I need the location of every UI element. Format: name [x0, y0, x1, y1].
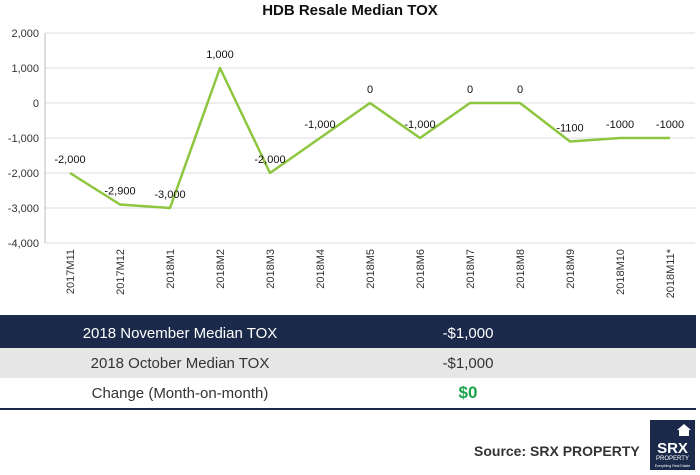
- data-label: 0: [517, 84, 523, 96]
- summary-label: Change (Month-on-month): [91, 384, 269, 402]
- house-icon: [677, 424, 691, 436]
- data-label: -1,000: [404, 119, 435, 131]
- y-tick-label: 1,000: [11, 63, 39, 75]
- x-tick-label: 2018M2: [215, 249, 227, 289]
- summary-row-october: 2018 October Median TOX -$1,000: [0, 348, 696, 378]
- data-label: 0: [367, 84, 373, 96]
- x-tick-label: 2018M1: [165, 249, 177, 289]
- logo-tagline: Everything Real Estate: [654, 464, 691, 468]
- data-label: -2,900: [104, 186, 135, 198]
- data-label: 1,000: [206, 49, 234, 61]
- x-tick-label: 2018M5: [365, 249, 377, 289]
- x-tick-label: 2018M7: [465, 249, 477, 289]
- summary-table: 2018 November Median TOX -$1,000 2018 Oc…: [0, 315, 696, 410]
- summary-row-november: 2018 November Median TOX -$1,000: [0, 315, 696, 348]
- y-tick-label: -1,000: [8, 133, 39, 145]
- chart-title: HDB Resale Median TOX: [262, 2, 438, 19]
- summary-change-value: $0: [458, 383, 478, 402]
- data-label: -1000: [606, 119, 634, 131]
- x-tick-label: 2018M11*: [665, 248, 677, 298]
- y-tick-label: 0: [33, 98, 39, 110]
- data-label: -1000: [656, 119, 684, 131]
- summary-row-change: Change (Month-on-month) $0: [0, 378, 696, 409]
- y-axis-ticks: 2,000 1,000 0 -1,000 -2,000 -3,000 -4,000: [8, 28, 39, 250]
- y-tick-label: -4,000: [8, 238, 39, 250]
- x-tick-label: 2018M4: [315, 249, 327, 289]
- y-tick-label: -3,000: [8, 203, 39, 215]
- x-tick-label: 2018M9: [565, 249, 577, 289]
- data-label: -3,000: [154, 189, 185, 201]
- logo-text: SRX: [657, 440, 688, 457]
- x-tick-label: 2018M8: [515, 249, 527, 289]
- data-label: -2,000: [254, 154, 285, 166]
- gridlines: [44, 32, 695, 244]
- x-tick-label: 2018M6: [415, 249, 427, 289]
- data-label: -2,000: [54, 154, 85, 166]
- source-credit: Source: SRX PROPERTY: [474, 443, 640, 459]
- summary-value: -$1,000: [442, 354, 494, 372]
- data-label: -1,000: [304, 119, 335, 131]
- y-tick-label: 2,000: [11, 28, 39, 40]
- chart: 2,000 1,000 0 -1,000 -2,000 -3,000 -4,000 2017…: [8, 28, 695, 298]
- data-label: -1100: [556, 123, 583, 135]
- summary-label: 2018 October Median TOX: [90, 354, 270, 372]
- y-tick-label: -2,000: [8, 168, 39, 180]
- x-axis-ticks: 2017M11 2017M12 2018M1 2018M2 2018M3 2018M4 20…: [65, 248, 677, 298]
- x-tick-label: 2018M3: [265, 249, 277, 289]
- summary-value: -$1,000: [360, 315, 696, 348]
- summary-label: 2018 November Median TOX: [0, 315, 360, 348]
- x-tick-label: 2017M12: [115, 249, 127, 295]
- srx-logo: SRX PROPERTY Everything Real Estate: [650, 420, 695, 470]
- x-tick-label: 2018M10: [615, 249, 627, 295]
- series-line: [69, 66, 670, 210]
- data-label: 0: [467, 84, 473, 96]
- logo-subtext: PROPERTY: [656, 456, 689, 462]
- series-polyline: [69, 66, 670, 210]
- x-tick-label: 2017M11: [65, 249, 77, 294]
- data-labels: -2,000 -2,900 -3,000 1,000 -2,000 -1,000 0 -1,0…: [54, 49, 684, 201]
